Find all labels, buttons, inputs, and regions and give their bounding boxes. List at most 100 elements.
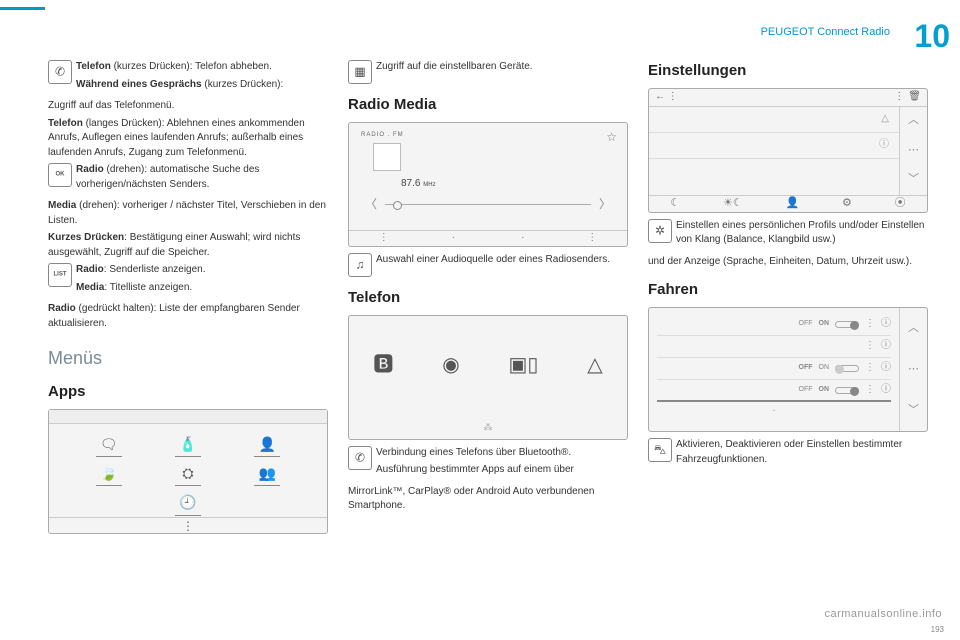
radio-frequency: 87.6 MHz [401, 177, 615, 192]
gear-access-block: ▦ Zugriff auf die einstellbaren Geräte. [348, 60, 628, 84]
grid-icon: ▦ [348, 60, 372, 84]
bluetooth-icon: 🅱 [373, 351, 393, 380]
radio-band: RADIO . FM [361, 131, 615, 140]
station-thumb [373, 143, 401, 171]
phone-icon: ✆ [348, 446, 372, 470]
ok-dial-icon: OK [48, 163, 72, 187]
text: Aktivieren, Deaktivieren oder Einstellen… [676, 438, 928, 467]
chapter-number: 10 [914, 18, 950, 55]
settings-scroll: ︿ ⋯ ﹀ [899, 107, 927, 195]
header-accent-bar [0, 7, 45, 10]
ellipsis-icon: ⋯ [908, 362, 919, 378]
fahren-row: OFF ON ⋮ ⓘ [657, 314, 891, 336]
back-icon: ← ⋮ [655, 90, 678, 105]
column-right: Einstellungen ← ⋮ ⋮ 🗑 △ ⓘ ︿ ⋯ ﹀ ☾ ☀☾ 👤 ⚙ … [648, 60, 928, 474]
moon-icon: ☾ [670, 196, 680, 212]
profile-icon: 👤 [785, 196, 799, 212]
slider-track [385, 204, 591, 205]
text: Kurzes Drücken: Bestätigung einer Auswah… [48, 231, 328, 260]
app-item: 👥 [228, 463, 307, 486]
app-item: 🍃 [69, 463, 148, 486]
app-item: 🧴 [149, 434, 228, 457]
text: Zugriff auf die einstellbaren Geräte. [376, 60, 628, 75]
list-block: LIST Radio: Senderliste anzeigen. Media:… [48, 263, 328, 298]
text: Radio (gedrückt halten): Liste der empfa… [48, 302, 328, 331]
column-middle: ▦ Zugriff auf die einstellbaren Geräte. … [348, 60, 628, 517]
fahren-panel: OFF ON ⋮ ⓘ ⋮ ⓘ OFF ON ⋮ ⓘ OFF ON ⋮ [648, 307, 928, 432]
text: und der Anzeige (Sprache, Einheiten, Dat… [648, 255, 928, 270]
phone-press-block: ✆ Telefon (kurzes Drücken): Telefon abhe… [48, 60, 328, 95]
more-icon: ⋮ [865, 383, 875, 398]
toggle-on-icon [835, 387, 859, 394]
heading-einstellungen: Einstellungen [648, 60, 928, 82]
settings-panel: ← ⋮ ⋮ 🗑 △ ⓘ ︿ ⋯ ﹀ ☾ ☀☾ 👤 ⚙ ⦿ [648, 88, 928, 213]
brightness-icon: ☀☾ [723, 196, 743, 212]
info-icon: ⓘ [881, 339, 891, 354]
heading-fahren: Fahren [648, 279, 928, 301]
favorite-icon: ☆ [606, 129, 617, 146]
fahren-row: OFF ON ⋮ ⓘ [657, 380, 891, 402]
fahren-caption-block: ⛍ Aktivieren, Deaktivieren oder Einstell… [648, 438, 928, 470]
text: Telefon (kurzes Drücken): Telefon abhebe… [76, 60, 328, 95]
apps-bottombar: ⋮ [49, 517, 327, 533]
heading-telefon: Telefon [348, 287, 628, 309]
chevron-up-icon: ︿ [908, 113, 919, 129]
apps-panel: 🗨 🧴 👤 🍃 ⛭ 👥 🕘 ⋮ [48, 409, 328, 534]
app-item: 👤 [228, 434, 307, 457]
more-icon: ⋮ [865, 361, 875, 376]
androidauto-icon: △ [587, 351, 602, 380]
trash-icon: 🗑 [908, 90, 921, 105]
mirrorlink-icon: ▣▯ [508, 351, 538, 380]
settings-row: ⓘ [649, 133, 899, 159]
settings-bottombar: ☾ ☀☾ 👤 ⚙ ⦿ [649, 195, 927, 213]
play-icon: ◉ [442, 351, 459, 380]
settings-main: △ ⓘ [649, 107, 899, 195]
text: Verbindung eines Telefons über Bluetooth… [376, 446, 628, 481]
watermark: carmanualsonline.info [824, 608, 942, 620]
chevron-down-icon: ﹀ [908, 403, 919, 419]
text: Telefon (langes Drücken): Ablehnen eines… [48, 117, 328, 161]
heading-apps: Apps [48, 381, 328, 403]
fahren-scroll: ︿ ⋯ ﹀ [899, 308, 927, 431]
text: MirrorLink™, CarPlay® oder Android Auto … [348, 485, 628, 514]
column-left: ✆ Telefon (kurzes Drücken): Telefon abhe… [48, 60, 328, 534]
text: Auswahl einer Audioquelle oder eines Rad… [376, 253, 628, 268]
more-icon: ⋮ [894, 90, 904, 105]
radio-bottombar: ⋮··⋮ [349, 230, 627, 246]
phone-icon: ✆ [48, 60, 72, 84]
telefon-icons: 🅱 ◉ ▣▯ △ [349, 316, 627, 416]
fahren-dot: · [657, 402, 891, 419]
bt-small-icon: ⁂ [484, 421, 493, 434]
music-note-icon: ♫ [348, 253, 372, 277]
chevron-down-icon: ﹀ [908, 172, 919, 188]
fahren-row: ⋮ ⓘ [657, 336, 891, 358]
gear-small-icon: ⚙ [842, 196, 852, 212]
telefon-panel: 🅱 ◉ ▣▯ △ ⁂ [348, 315, 628, 440]
info-icon: ⓘ [881, 383, 891, 398]
text: Radio: Senderliste anzeigen. Media: Tite… [76, 263, 328, 298]
chevron-right-icon: 〉 [595, 196, 615, 213]
more-icon: ⋮ [865, 317, 875, 332]
text: Zugriff auf das Telefonmenü. [48, 99, 328, 114]
fahren-main: OFF ON ⋮ ⓘ ⋮ ⓘ OFF ON ⋮ ⓘ OFF ON ⋮ [649, 308, 899, 431]
app-item: 🕘 [149, 492, 228, 515]
chevron-up-icon: ︿ [908, 321, 919, 337]
text: Einstellen eines persönlichen Profils un… [676, 219, 928, 248]
info-icon: ⓘ [881, 317, 891, 332]
pin-icon: ⦿ [895, 196, 906, 212]
fahren-row: OFF ON ⋮ ⓘ [657, 358, 891, 380]
apps-topbar [49, 410, 327, 424]
header-title: PEUGEOT Connect Radio [761, 26, 890, 38]
more-icon: ⋮ [865, 339, 875, 354]
list-icon: LIST [48, 263, 72, 287]
text: Media (drehen): vorheriger / nächster Ti… [48, 199, 328, 228]
settings-row: △ [649, 107, 899, 133]
app-item: ⛭ [149, 463, 228, 486]
telefon-caption-block: ✆ Verbindung eines Telefons über Bluetoo… [348, 446, 628, 481]
heading-radio-media: Radio Media [348, 94, 628, 116]
page-number: 193 [931, 625, 944, 634]
info-icon: ⓘ [881, 361, 891, 376]
settings-row [649, 159, 899, 185]
toggle-off-icon [835, 365, 859, 372]
radio-panel: ☆ RADIO . FM 87.6 MHz 〈 〉 ⋮··⋮ [348, 122, 628, 247]
